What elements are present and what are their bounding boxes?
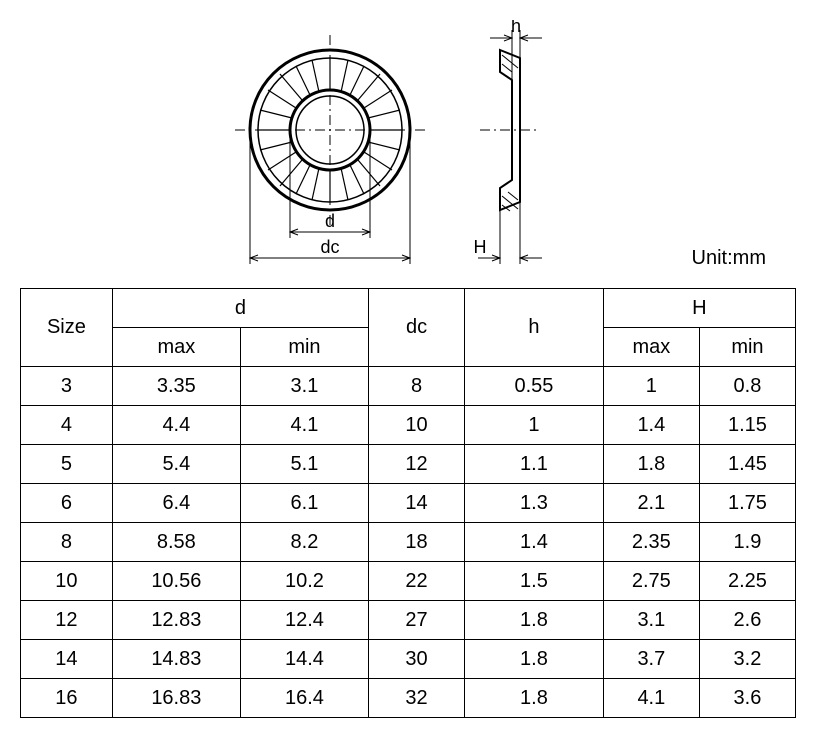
cell-size: 10: [21, 562, 113, 601]
cell-size: 12: [21, 601, 113, 640]
cell-d_max: 4.4: [112, 406, 240, 445]
cell-h: 0.55: [465, 367, 604, 406]
cell-d_max: 14.83: [112, 640, 240, 679]
dimension-table: Size d dc h H max min max min 33.353.180…: [20, 288, 796, 718]
cell-dc: 18: [368, 523, 464, 562]
cell-dc: 14: [368, 484, 464, 523]
cell-d_min: 3.1: [240, 367, 368, 406]
cell-d_min: 16.4: [240, 679, 368, 718]
cell-H_min: 1.15: [699, 406, 795, 445]
cell-H_min: 3.2: [699, 640, 795, 679]
hdr-H-min: min: [699, 328, 795, 367]
cell-d_max: 5.4: [112, 445, 240, 484]
cell-H_max: 3.7: [603, 640, 699, 679]
hdr-d: d: [112, 289, 368, 328]
cell-d_max: 16.83: [112, 679, 240, 718]
cell-H_max: 2.75: [603, 562, 699, 601]
washer-diagram: d dc: [220, 20, 640, 270]
table-row: 33.353.180.5510.8: [21, 367, 796, 406]
cell-h: 1.1: [465, 445, 604, 484]
cell-H_min: 3.6: [699, 679, 795, 718]
hdr-H-max: max: [603, 328, 699, 367]
label-d: d: [325, 211, 335, 231]
cell-h: 1.8: [465, 679, 604, 718]
cell-dc: 10: [368, 406, 464, 445]
hdr-size: Size: [21, 289, 113, 367]
cell-dc: 12: [368, 445, 464, 484]
table-row: 1414.8314.4301.83.73.2: [21, 640, 796, 679]
label-dc: dc: [320, 237, 339, 257]
cell-dc: 32: [368, 679, 464, 718]
dim-H: H: [474, 202, 543, 264]
cell-d_min: 5.1: [240, 445, 368, 484]
cell-H_min: 2.6: [699, 601, 795, 640]
table-row: 66.46.1141.32.11.75: [21, 484, 796, 523]
cell-d_max: 10.56: [112, 562, 240, 601]
washer-top-view: [235, 35, 425, 225]
cell-dc: 30: [368, 640, 464, 679]
unit-label: Unit:mm: [692, 247, 766, 270]
cell-H_min: 1.75: [699, 484, 795, 523]
cell-H_min: 2.25: [699, 562, 795, 601]
table-row: 55.45.1121.11.81.45: [21, 445, 796, 484]
label-h: h: [511, 20, 521, 36]
cell-H_min: 1.9: [699, 523, 795, 562]
table-row: 44.44.11011.41.15: [21, 406, 796, 445]
cell-dc: 27: [368, 601, 464, 640]
cell-h: 1.4: [465, 523, 604, 562]
table-row: 88.588.2181.42.351.9: [21, 523, 796, 562]
cell-d_max: 8.58: [112, 523, 240, 562]
cell-size: 3: [21, 367, 113, 406]
cell-H_max: 3.1: [603, 601, 699, 640]
hdr-H: H: [603, 289, 795, 328]
cell-d_min: 14.4: [240, 640, 368, 679]
cell-h: 1.5: [465, 562, 604, 601]
cell-h: 1.8: [465, 601, 604, 640]
cell-d_max: 3.35: [112, 367, 240, 406]
cell-H_max: 1: [603, 367, 699, 406]
hdr-h: h: [465, 289, 604, 367]
cell-H_max: 2.35: [603, 523, 699, 562]
dim-h: h: [490, 20, 542, 80]
table-row: 1616.8316.4321.84.13.6: [21, 679, 796, 718]
cell-size: 6: [21, 484, 113, 523]
cell-H_max: 1.4: [603, 406, 699, 445]
hdr-dc: dc: [368, 289, 464, 367]
cell-size: 14: [21, 640, 113, 679]
cell-h: 1: [465, 406, 604, 445]
washer-side-view: [480, 50, 540, 211]
hdr-d-max: max: [112, 328, 240, 367]
cell-size: 4: [21, 406, 113, 445]
cell-d_min: 12.4: [240, 601, 368, 640]
technical-drawing: d dc: [20, 20, 796, 280]
cell-H_max: 2.1: [603, 484, 699, 523]
cell-H_max: 4.1: [603, 679, 699, 718]
label-H: H: [474, 237, 487, 257]
cell-H_min: 0.8: [699, 367, 795, 406]
hdr-d-min: min: [240, 328, 368, 367]
table-row: 1010.5610.2221.52.752.25: [21, 562, 796, 601]
cell-H_min: 1.45: [699, 445, 795, 484]
cell-h: 1.3: [465, 484, 604, 523]
cell-dc: 22: [368, 562, 464, 601]
cell-d_max: 12.83: [112, 601, 240, 640]
cell-H_max: 1.8: [603, 445, 699, 484]
cell-d_max: 6.4: [112, 484, 240, 523]
cell-h: 1.8: [465, 640, 604, 679]
cell-dc: 8: [368, 367, 464, 406]
cell-d_min: 4.1: [240, 406, 368, 445]
cell-size: 5: [21, 445, 113, 484]
header-row-1: Size d dc h H: [21, 289, 796, 328]
cell-d_min: 8.2: [240, 523, 368, 562]
cell-size: 8: [21, 523, 113, 562]
cell-d_min: 6.1: [240, 484, 368, 523]
cell-size: 16: [21, 679, 113, 718]
table-row: 1212.8312.4271.83.12.6: [21, 601, 796, 640]
cell-d_min: 10.2: [240, 562, 368, 601]
